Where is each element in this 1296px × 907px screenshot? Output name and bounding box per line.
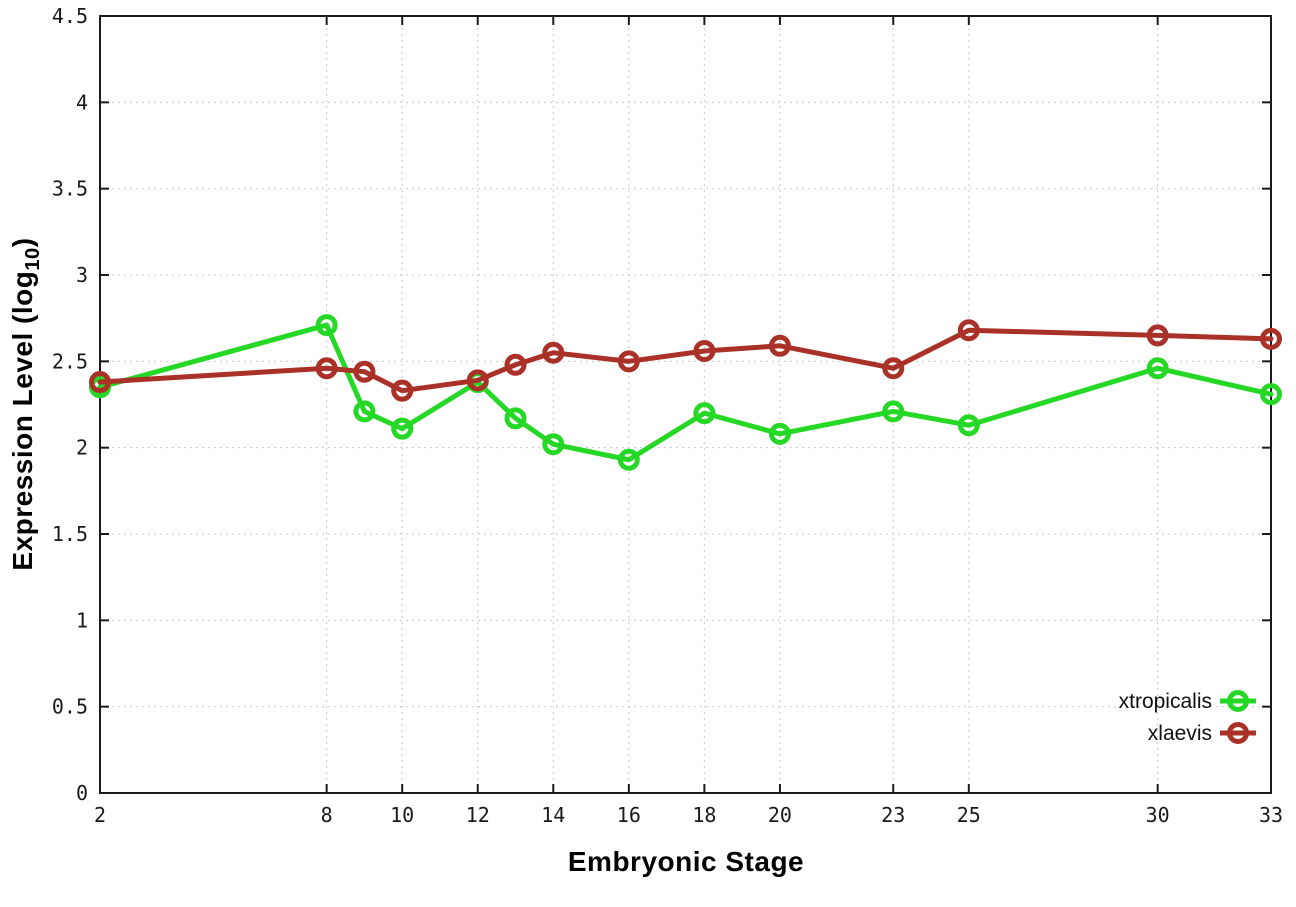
plot-border: [99, 15, 1272, 794]
data-point-xlaevis: [504, 353, 527, 376]
x-tick-label: 14: [541, 803, 565, 827]
data-point-xlaevis: [882, 357, 905, 380]
y-axis-title-prefix: Expression Level (log: [7, 270, 39, 571]
data-point-xtropicalis: [353, 400, 376, 423]
data-point-xtropicalis: [768, 422, 791, 445]
x-tick-label: 30: [1146, 803, 1170, 827]
data-point-xlaevis: [617, 350, 640, 373]
data-point-xlaevis: [89, 371, 111, 394]
data-point-xtropicalis: [391, 417, 414, 440]
x-tick-label: 16: [617, 803, 641, 827]
data-point-xtropicalis: [1260, 383, 1282, 406]
x-tick-label: 8: [321, 803, 333, 827]
x-tick-label: 25: [957, 803, 981, 827]
data-point-xtropicalis: [693, 402, 716, 425]
data-point-xlaevis: [315, 357, 338, 380]
y-tick-label: 1: [76, 608, 88, 632]
data-point-xlaevis: [391, 379, 414, 402]
legend-marker-xlaevis: [1227, 722, 1249, 744]
series-line-xtropicalis: [97, 322, 1274, 463]
data-point-xlaevis: [1146, 324, 1169, 347]
y-tick-label: 3.5: [52, 177, 88, 201]
data-point-xtropicalis: [957, 414, 980, 437]
y-tick-label: 0.5: [52, 695, 88, 719]
legend-marker-xtropicalis: [1227, 690, 1249, 712]
x-tick-label: 10: [390, 803, 414, 827]
y-tick-label: 2.5: [52, 349, 88, 373]
data-point-xtropicalis: [882, 400, 905, 423]
x-tick-label: 2: [94, 803, 106, 827]
y-tick-label: 4: [76, 90, 88, 114]
data-point-xtropicalis: [1146, 357, 1169, 380]
x-tick-label: 12: [466, 803, 490, 827]
legend-label-xlaevis: xlaevis: [1148, 722, 1212, 745]
y-axis-title-suffix: ): [7, 237, 39, 248]
legend-label-xtropicalis: xtropicalis: [1119, 690, 1212, 713]
data-point-xtropicalis: [617, 448, 640, 471]
data-point-xtropicalis: [504, 407, 527, 430]
y-tick-label: 1.5: [52, 522, 88, 546]
data-point-xlaevis: [768, 334, 791, 357]
y-axis-title-subscript: 10: [21, 247, 44, 271]
y-tick-label: 3: [76, 263, 88, 287]
y-tick-label: 2: [76, 436, 88, 460]
data-point-xlaevis: [957, 319, 980, 342]
x-tick-label: 18: [692, 803, 716, 827]
data-point-xlaevis: [466, 369, 489, 392]
x-axis-title: Embryonic Stage: [567, 846, 805, 877]
data-point-xlaevis: [1260, 327, 1282, 350]
y-tick-label: 4.5: [52, 4, 88, 28]
data-point-xlaevis: [542, 341, 565, 364]
y-tick-label: 0: [76, 781, 88, 805]
x-tick-label: 33: [1259, 803, 1283, 827]
x-tick-label: 23: [881, 803, 905, 827]
data-point-xlaevis: [693, 339, 716, 362]
y-axis-title: Expression Level (log10): [7, 237, 45, 570]
data-point-xtropicalis: [542, 433, 565, 456]
data-point-xtropicalis: [315, 314, 338, 337]
data-point-xlaevis: [353, 360, 376, 383]
x-tick-label: 20: [768, 803, 792, 827]
